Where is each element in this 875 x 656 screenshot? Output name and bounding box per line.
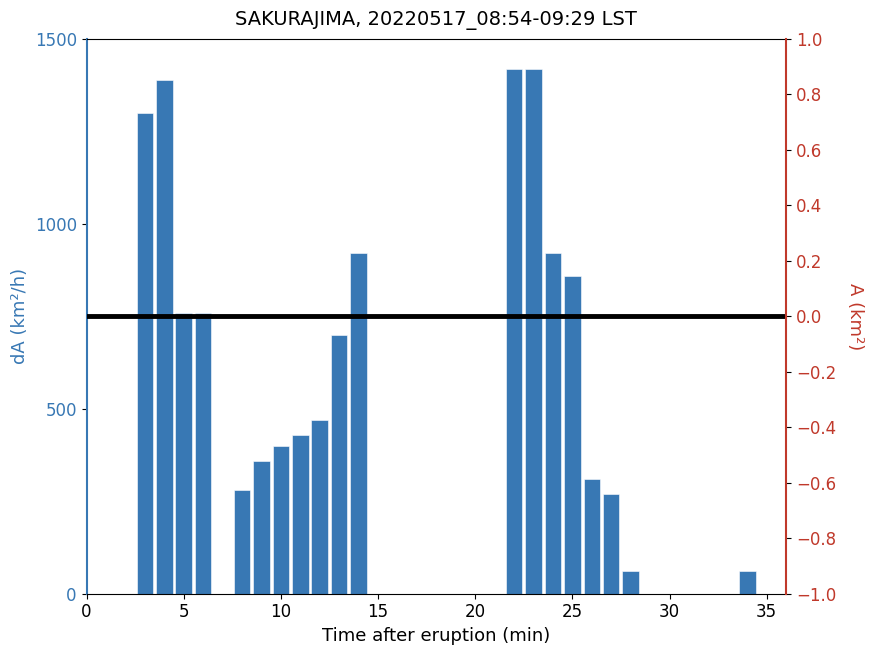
Bar <box>622 571 639 594</box>
X-axis label: Time after eruption (min): Time after eruption (min) <box>322 627 550 645</box>
Bar <box>525 69 542 594</box>
Bar <box>584 479 600 594</box>
Bar <box>292 435 309 594</box>
Bar <box>350 253 367 594</box>
Title: SAKURAJIMA, 20220517_08:54-09:29 LST: SAKURAJIMA, 20220517_08:54-09:29 LST <box>235 11 637 30</box>
Bar <box>195 313 212 594</box>
Bar <box>331 335 347 594</box>
Bar <box>312 420 328 594</box>
Bar <box>544 253 561 594</box>
Bar <box>234 490 250 594</box>
Bar <box>136 113 153 594</box>
Y-axis label: A (km²): A (km²) <box>846 283 864 350</box>
Bar <box>175 313 192 594</box>
Bar <box>564 276 581 594</box>
Y-axis label: dA (km²/h): dA (km²/h) <box>11 268 29 364</box>
Bar <box>273 445 289 594</box>
Bar <box>506 69 522 594</box>
Bar <box>253 461 270 594</box>
Bar <box>156 79 172 594</box>
Bar <box>603 494 620 594</box>
Bar <box>739 571 755 594</box>
